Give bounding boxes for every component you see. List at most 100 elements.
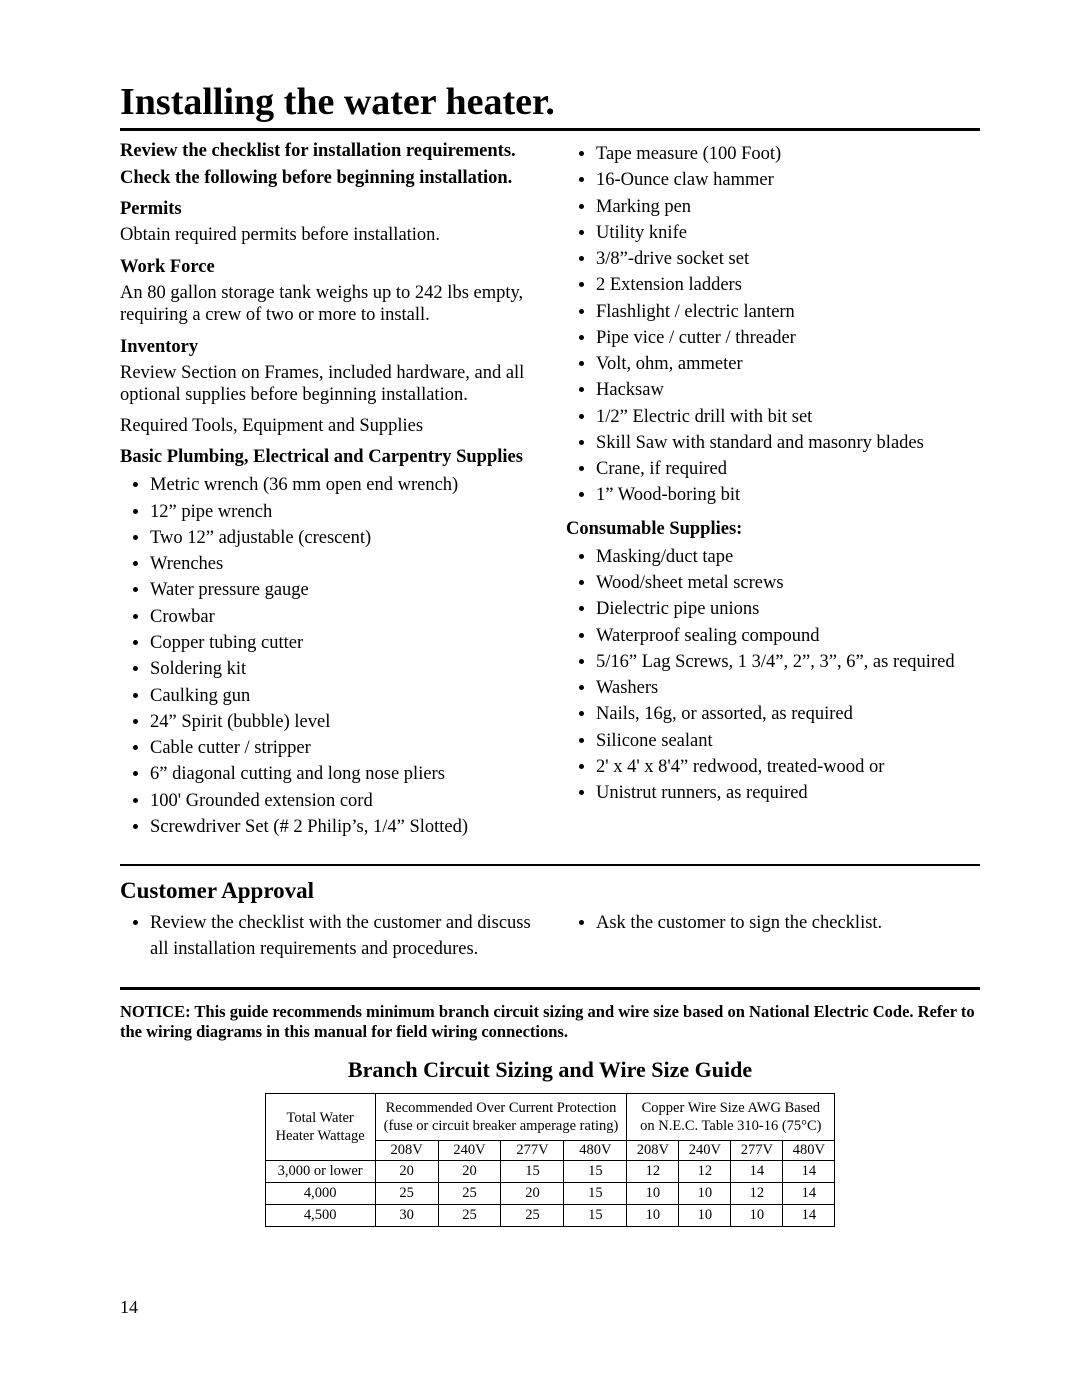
table-cell-wattage: 4,500 [265, 1205, 375, 1227]
tool-item: Crowbar [150, 604, 534, 630]
workforce-body: An 80 gallon storage tank weighs up to 2… [120, 282, 534, 327]
tool-item: Soldering kit [150, 656, 534, 682]
table-header-wattage: Total WaterHeater Wattage [265, 1093, 375, 1160]
tool-item: Hacksaw [596, 377, 980, 403]
table-cell: 25 [375, 1183, 438, 1205]
wire-size-table: Total WaterHeater Wattage Recommended Ov… [265, 1093, 836, 1227]
table-cell: 12 [627, 1161, 679, 1183]
table-cell: 14 [783, 1183, 835, 1205]
table-header-copper: Copper Wire Size AWG Basedon N.E.C. Tabl… [627, 1093, 835, 1140]
table-volt-header: 277V [501, 1141, 564, 1161]
consumable-item: Nails, 16g, or assorted, as required [596, 701, 980, 727]
consumable-item: Silicone sealant [596, 728, 980, 754]
table-cell: 15 [564, 1205, 627, 1227]
tool-item: 24” Spirit (bubble) level [150, 709, 534, 735]
intro-line-1: Review the checklist for installation re… [120, 141, 534, 162]
tool-item: 1” Wood-boring bit [596, 482, 980, 508]
inventory-head: Inventory [120, 337, 534, 358]
table-cell: 10 [627, 1183, 679, 1205]
table-header-row: Total WaterHeater Wattage Recommended Ov… [265, 1093, 835, 1140]
tool-item: 1/2” Electric drill with bit set [596, 404, 980, 430]
table-volt-header: 277V [731, 1141, 783, 1161]
tool-item: Utility knife [596, 220, 980, 246]
tool-item: Marking pen [596, 194, 980, 220]
table-cell: 20 [375, 1161, 438, 1183]
table-cell: 14 [731, 1161, 783, 1183]
table-body: 3,000 or lower20201515121214144,00025252… [265, 1161, 835, 1227]
tool-item: Copper tubing cutter [150, 630, 534, 656]
tool-item: Water pressure gauge [150, 577, 534, 603]
table-row: 4,5003025251510101014 [265, 1205, 835, 1227]
section-rule-2 [120, 987, 980, 990]
table-volt-header: 480V [564, 1141, 627, 1161]
table-cell: 12 [731, 1183, 783, 1205]
table-cell-wattage: 4,000 [265, 1183, 375, 1205]
table-cell: 14 [783, 1161, 835, 1183]
customer-approval-title: Customer Approval [120, 878, 980, 904]
right-column: Tape measure (100 Foot)16-Ounce claw ham… [566, 139, 980, 846]
left-column: Review the checklist for installation re… [120, 139, 534, 846]
consumable-item: Wood/sheet metal screws [596, 570, 980, 596]
section-rule-1 [120, 864, 980, 866]
table-cell: 15 [564, 1183, 627, 1205]
tool-item: 100' Grounded extension cord [150, 788, 534, 814]
tool-item: 16-Ounce claw hammer [596, 167, 980, 193]
tool-item: Caulking gun [150, 683, 534, 709]
page-number: 14 [120, 1297, 980, 1318]
tool-item: 6” diagonal cutting and long nose pliers [150, 761, 534, 787]
main-two-column: Review the checklist for installation re… [120, 139, 980, 846]
consumable-item: Washers [596, 675, 980, 701]
table-header-protection: Recommended Over Current Protection(fuse… [375, 1093, 627, 1140]
table-cell: 15 [501, 1161, 564, 1183]
approval-left-list: Review the checklist with the customer a… [120, 910, 534, 963]
approval-columns: Review the checklist with the customer a… [120, 908, 980, 969]
page-title: Installing the water heater. [120, 80, 980, 124]
table-cell: 20 [501, 1183, 564, 1205]
tool-item: Pipe vice / cutter / threader [596, 325, 980, 351]
tool-item: Volt, ohm, ammeter [596, 351, 980, 377]
table-cell: 15 [564, 1161, 627, 1183]
table-cell: 20 [438, 1161, 501, 1183]
tool-item: 2 Extension ladders [596, 272, 980, 298]
consumables-list: Masking/duct tapeWood/sheet metal screws… [566, 544, 980, 807]
table-cell: 10 [731, 1205, 783, 1227]
consumable-item: Unistrut runners, as required [596, 780, 980, 806]
table-title: Branch Circuit Sizing and Wire Size Guid… [120, 1057, 980, 1083]
table-volt-header: 480V [783, 1141, 835, 1161]
tool-item: Flashlight / electric lantern [596, 299, 980, 325]
required-tools-line: Required Tools, Equipment and Supplies [120, 415, 534, 438]
table-cell: 25 [501, 1205, 564, 1227]
notice-text: NOTICE: This guide recommends minimum br… [120, 1002, 980, 1043]
table-cell: 25 [438, 1183, 501, 1205]
table-cell: 12 [679, 1161, 731, 1183]
workforce-head: Work Force [120, 257, 534, 278]
basic-supplies-head: Basic Plumbing, Electrical and Carpentry… [120, 447, 534, 468]
tool-item: Two 12” adjustable (crescent) [150, 525, 534, 551]
table-volt-header: 240V [679, 1141, 731, 1161]
approval-right-list: Ask the customer to sign the checklist. [566, 910, 980, 963]
table-cell: 30 [375, 1205, 438, 1227]
table-cell: 10 [679, 1205, 731, 1227]
approval-left-item: Review the checklist with the customer a… [150, 910, 534, 963]
tool-item: Crane, if required [596, 456, 980, 482]
consumable-item: Masking/duct tape [596, 544, 980, 570]
table-volt-header: 208V [627, 1141, 679, 1161]
permits-head: Permits [120, 199, 534, 220]
tool-item: Tape measure (100 Foot) [596, 141, 980, 167]
consumable-item: 2' x 4' x 8'4” redwood, treated-wood or [596, 754, 980, 780]
table-cell: 25 [438, 1205, 501, 1227]
table-cell: 10 [627, 1205, 679, 1227]
tool-item: Screwdriver Set (# 2 Philip’s, 1/4” Slot… [150, 814, 534, 840]
tool-item: Cable cutter / stripper [150, 735, 534, 761]
table-volt-header: 240V [438, 1141, 501, 1161]
table-cell: 14 [783, 1205, 835, 1227]
tools-right-list: Tape measure (100 Foot)16-Ounce claw ham… [566, 141, 980, 509]
consumable-item: Waterproof sealing compound [596, 623, 980, 649]
tool-item: Wrenches [150, 551, 534, 577]
inventory-body: Review Section on Frames, included hardw… [120, 362, 534, 407]
table-row: 3,000 or lower2020151512121414 [265, 1161, 835, 1183]
table-cell: 10 [679, 1183, 731, 1205]
intro-line-2: Check the following before beginning ins… [120, 168, 534, 189]
tools-left-list: Metric wrench (36 mm open end wrench)12”… [120, 472, 534, 840]
tool-item: 12” pipe wrench [150, 499, 534, 525]
